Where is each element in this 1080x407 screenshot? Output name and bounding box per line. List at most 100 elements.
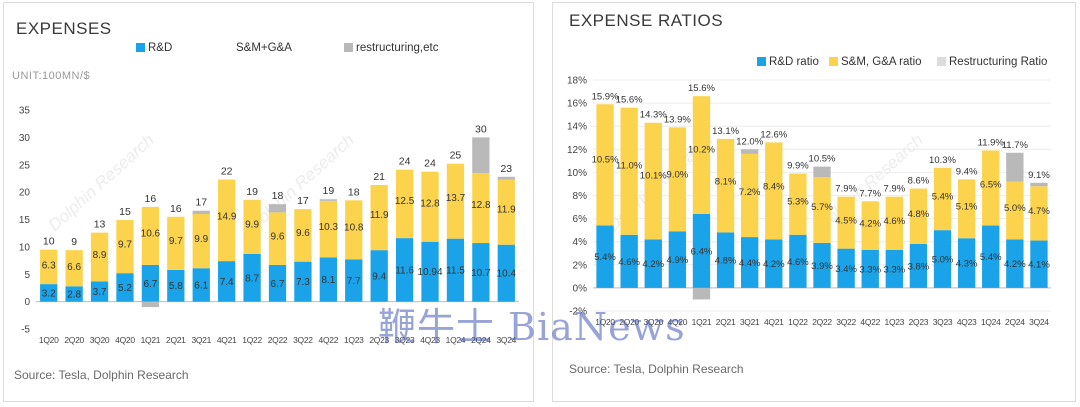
y-tick-label: 25: [19, 160, 31, 171]
expenses-panel: EXPENSES R&D S&M+G&A restructuring,etc U…: [3, 2, 534, 402]
sga-value-label: 5.3%: [787, 197, 809, 208]
total-value-label: 7.9%: [835, 184, 857, 195]
x-tick-label: 2Q22: [812, 317, 832, 327]
bar-rd: [116, 273, 134, 302]
bar-rd: [370, 250, 388, 302]
bar-sga: [813, 177, 831, 243]
sga-value-label: 10.1%: [640, 171, 667, 182]
bar-rd: [319, 257, 337, 302]
total-value-label: 9.4%: [956, 166, 978, 177]
x-tick-label: 3Q20: [643, 317, 663, 327]
bar-rd: [40, 284, 58, 302]
x-tick-label: 3Q22: [836, 317, 856, 327]
bar-restructuring: [692, 287, 711, 300]
x-tick-label: 3Q21: [191, 335, 211, 345]
x-tick-label: 4Q20: [668, 317, 688, 327]
bar-rd: [268, 264, 287, 302]
y-tick-label: 6%: [573, 214, 588, 225]
total-value-label: 13: [94, 219, 106, 231]
total-value-label: 18: [272, 190, 284, 202]
bar-sga: [421, 171, 439, 242]
bar-rd: [192, 268, 210, 302]
legend-swatch-rd-ratio: [757, 57, 766, 66]
x-tick-label: 1Q21: [141, 335, 161, 345]
total-value-label: 10.5%: [809, 154, 836, 165]
total-value-label: 9.9%: [787, 161, 809, 172]
bar-sga: [268, 212, 287, 265]
bar-sga: [982, 150, 1000, 226]
rd-value-label: 3.4%: [835, 264, 857, 275]
sga-value-label: 8.9: [93, 250, 107, 261]
rd-value-label: 6.4%: [691, 246, 713, 257]
bar-restructuring: [268, 204, 287, 213]
total-value-label: 22: [221, 166, 233, 178]
sga-value-label: 9.6: [271, 232, 285, 243]
bar-rd: [243, 253, 261, 302]
rd-value-label: 10.7: [471, 268, 491, 279]
total-value-label: 12.6%: [760, 129, 787, 140]
total-value-label: 15: [119, 206, 131, 218]
rd-value-label: 4.2%: [642, 259, 664, 270]
bar-sga: [497, 179, 515, 245]
rd-value-label: 5.8: [169, 281, 183, 292]
total-value-label: 19: [246, 186, 258, 198]
legend-rd-label: R&D: [148, 42, 173, 54]
rd-value-label: 7.3: [296, 277, 310, 288]
rd-value-label: 5.4%: [980, 252, 1002, 263]
total-value-label: 16: [170, 203, 182, 215]
bar-sga: [319, 200, 337, 258]
rd-value-label: 5.2: [118, 283, 132, 294]
legend-sga: S&M+G&A: [236, 42, 292, 54]
bar-rd: [644, 239, 662, 288]
sga-value-label: 9.7: [169, 236, 183, 247]
bar-rd: [957, 238, 976, 288]
bar-sga: [192, 214, 210, 269]
bar-rd: [1006, 239, 1024, 288]
bar-sga: [167, 216, 185, 270]
bar-restructuring: [741, 149, 759, 154]
x-tick-label: 3Q23: [933, 317, 953, 327]
y-tick-label: 35: [19, 106, 31, 117]
sga-value-label: 5.4%: [932, 191, 954, 202]
total-value-label: 15.6%: [688, 83, 715, 94]
bar-rd: [837, 248, 855, 288]
rd-value-label: 11.6: [395, 265, 414, 276]
total-value-label: 18: [348, 186, 360, 198]
bar-restructuring: [192, 210, 210, 215]
bar-rd: [909, 244, 928, 288]
rd-value-label: 4.4%: [739, 258, 761, 269]
total-value-label: 25: [450, 150, 462, 162]
rd-value-label: 3.8%: [908, 261, 930, 272]
x-tick-label: 2Q24: [471, 335, 491, 345]
rd-value-label: 9.4: [372, 271, 386, 282]
total-value-label: 15.6%: [616, 95, 643, 106]
rd-value-label: 4.2%: [763, 259, 785, 270]
rd-value-label: 3.3%: [883, 264, 905, 275]
legend-restructuring-label: restructuring,etc: [356, 42, 439, 54]
bar-sga: [1006, 181, 1024, 240]
x-tick-label: 3Q21: [740, 317, 760, 327]
bar-sga: [861, 201, 879, 250]
bar-sga: [116, 220, 134, 274]
rd-value-label: 3.7: [93, 287, 107, 298]
bar-rd: [294, 261, 312, 302]
sga-value-label: 11.9: [370, 210, 389, 221]
total-value-label: 30: [475, 123, 487, 135]
sga-value-label: 14.9: [217, 212, 237, 223]
rd-value-label: 6.1: [194, 280, 208, 291]
expenses-source: Source: Tesla, Dolphin Research: [14, 368, 189, 382]
total-value-label: 14.3%: [640, 110, 667, 121]
x-tick-label: 4Q21: [217, 335, 237, 345]
bar-rd: [497, 244, 515, 302]
x-tick-label: 1Q23: [885, 317, 905, 327]
rd-value-label: 4.6%: [787, 257, 809, 268]
total-value-label: 12.0%: [736, 136, 763, 147]
legend-swatch-rd: [136, 43, 145, 52]
rd-value-label: 10.4: [497, 269, 517, 280]
x-tick-label: 2Q22: [268, 335, 288, 345]
rd-value-label: 4.9%: [667, 255, 689, 266]
x-tick-label: 4Q22: [860, 317, 880, 327]
bar-sga: [789, 173, 807, 235]
rd-value-label: 3.2: [42, 288, 56, 299]
ratios-legend: R&D ratio S&M, G&A ratio Restructuring R…: [553, 3, 1075, 73]
